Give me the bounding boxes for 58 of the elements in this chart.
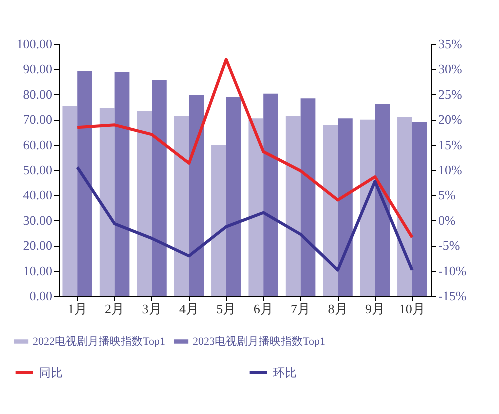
bar (226, 97, 242, 296)
y2-tick-label: -15% (438, 288, 467, 304)
bar (300, 98, 316, 296)
x-tick-label: 2月 (105, 302, 125, 316)
y-tick-label: 40.00 (23, 188, 52, 203)
y-tick-label: 90.00 (23, 62, 52, 77)
y2-tick-label: -10% (438, 263, 467, 278)
y-tick-label: 30.00 (23, 212, 52, 228)
bar (152, 80, 167, 296)
y-tick-label: 10.00 (23, 263, 52, 278)
bar (375, 104, 390, 296)
legend-label: 2022电视剧月播映指数Top1 (33, 334, 166, 348)
bar (78, 71, 92, 296)
x-tick-label: 6月 (254, 302, 274, 316)
line-series (76, 166, 414, 272)
y-tick-label: 20.00 (23, 238, 52, 254)
bar (174, 116, 190, 296)
y2-tick-label: 35% (438, 36, 462, 52)
x-tick-label: 7月 (291, 302, 311, 316)
y2-tick-label: 0% (438, 212, 456, 228)
bar (286, 116, 301, 296)
bar (248, 118, 264, 296)
y-tick-label: 80.00 (23, 86, 52, 102)
y2-tick-label: 5% (438, 188, 456, 203)
y2-tick-label: -5% (438, 238, 460, 254)
y-tick-label: 60.00 (23, 137, 52, 152)
y2-tick-label: 10% (438, 162, 462, 178)
x-tick-label: 4月 (179, 302, 199, 316)
legend-label: 2023电视剧月播映指数Top1 (193, 334, 326, 348)
bar (323, 125, 338, 296)
y2-tick-label: 20% (438, 112, 462, 128)
x-tick-label: 9月 (365, 302, 385, 316)
y-tick-label: 0.00 (30, 288, 52, 304)
bar (100, 108, 115, 296)
bar (412, 122, 428, 296)
y2-tick-label: 30% (438, 62, 462, 77)
x-tick-label: 5月 (216, 302, 236, 316)
bar (189, 95, 204, 296)
x-tick-label: 1月 (68, 302, 88, 316)
bar (62, 106, 78, 296)
line-series (76, 58, 414, 240)
y2-tick-label: 15% (438, 137, 462, 152)
y-tick-label: 100.00 (16, 36, 52, 52)
y-tick-label: 50.00 (23, 162, 52, 178)
bar (212, 145, 226, 296)
bar (338, 118, 353, 296)
x-tick-label: 8月 (328, 302, 348, 316)
y2-tick-label: 25% (438, 86, 462, 102)
legend-label: 同比 (39, 366, 63, 380)
bar (264, 94, 278, 296)
x-tick-label: 3月 (142, 302, 162, 316)
x-tick-label: 10月 (399, 302, 426, 316)
bar (398, 117, 412, 296)
bar (114, 72, 130, 296)
legend-label: 环比 (273, 366, 297, 380)
bar (137, 111, 152, 296)
y-tick-label: 70.00 (23, 112, 52, 128)
bar (360, 120, 376, 296)
